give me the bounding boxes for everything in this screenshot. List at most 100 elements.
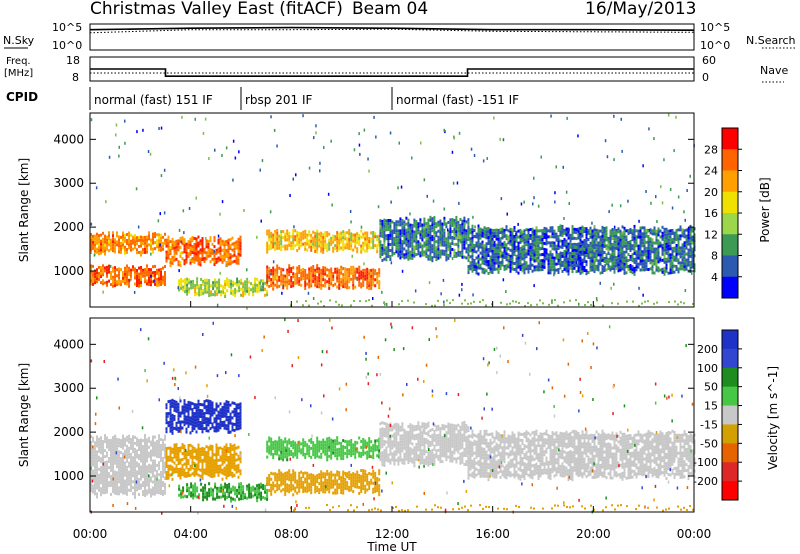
power-band-2-cell bbox=[217, 247, 220, 251]
power-band-6-cell bbox=[393, 237, 396, 240]
velocity-band-0-cell bbox=[160, 489, 162, 492]
velocity-band-1-cell bbox=[211, 472, 214, 476]
power-band-4-cell bbox=[344, 231, 347, 235]
power-band-1-cell bbox=[122, 279, 124, 283]
power-band-4-cell bbox=[366, 231, 369, 235]
power-band-0-cell bbox=[156, 233, 158, 237]
velocity-band-0-cell bbox=[164, 467, 166, 471]
power-band-7-cell bbox=[645, 261, 648, 265]
power-band-2-cell bbox=[199, 260, 202, 264]
velocity-band-0-cell bbox=[100, 493, 102, 497]
power-band-3-cell bbox=[238, 286, 241, 290]
power-band-5-cell bbox=[340, 265, 343, 269]
power-band-7-cell bbox=[637, 229, 640, 233]
velocity-band-0-cell bbox=[134, 495, 136, 499]
velocity-band-2-cell bbox=[187, 409, 190, 413]
power-band-7-cell bbox=[657, 251, 660, 255]
power-band-7-cell bbox=[497, 264, 500, 268]
velocity-band-0-cell bbox=[144, 470, 146, 473]
power-band-7-cell bbox=[483, 229, 486, 233]
power-band-5-cell bbox=[310, 272, 313, 276]
power-band-7-cell bbox=[673, 240, 676, 244]
velocity-band-0-cell bbox=[138, 466, 140, 469]
power-band-7-cell bbox=[495, 258, 498, 262]
velocity-band-2-cell bbox=[181, 426, 184, 430]
power-band-7-cell bbox=[579, 244, 582, 248]
power-band-7-cell bbox=[515, 260, 518, 264]
power-band-5-cell bbox=[340, 268, 343, 272]
power-band-6-cell bbox=[461, 249, 464, 253]
velocity-band-0-cell bbox=[114, 446, 116, 450]
power-band-4-cell bbox=[350, 238, 353, 242]
power-band-2-cell bbox=[195, 246, 198, 250]
velocity-band-2-cell bbox=[181, 411, 184, 415]
power-band-5-cell bbox=[296, 281, 299, 285]
power-band-3-cell bbox=[188, 290, 191, 294]
power-speckle bbox=[689, 174, 691, 178]
power-band-5-cell bbox=[330, 267, 333, 271]
velocity-band-0-cell bbox=[148, 445, 150, 449]
power-band-7-cell bbox=[531, 257, 534, 261]
velocity-band-2-cell bbox=[171, 416, 174, 420]
velocity-band-0-cell bbox=[148, 484, 150, 488]
power-band-7-cell bbox=[467, 235, 470, 239]
power-band-1-cell bbox=[92, 276, 94, 280]
power-colorbar-swatch bbox=[722, 128, 738, 150]
power-band-6-cell bbox=[425, 252, 428, 256]
power-band-7-cell bbox=[651, 250, 654, 254]
power-band-6-cell bbox=[407, 218, 410, 222]
velocity-band-2-cell bbox=[177, 420, 180, 424]
power-band-4-cell bbox=[294, 229, 297, 233]
velocity-band-1-cell bbox=[211, 451, 214, 455]
power-band-6-cell bbox=[405, 240, 408, 244]
velocity-band-0-cell bbox=[112, 487, 114, 491]
power-band-7-cell bbox=[505, 246, 508, 250]
velocity-band-1-cell bbox=[213, 453, 216, 457]
velocity-band-1-cell bbox=[227, 462, 230, 465]
power-band-1-cell bbox=[118, 279, 120, 283]
power-band-5-cell bbox=[324, 272, 327, 276]
power-ground-cell bbox=[509, 302, 511, 305]
power-band-6-cell bbox=[465, 238, 468, 242]
velocity-band-1-cell bbox=[165, 456, 168, 459]
velocity-band-1-cell bbox=[223, 466, 226, 470]
velocity-band-1-cell bbox=[173, 470, 176, 474]
power-band-7-cell bbox=[549, 235, 552, 239]
power-band-7-cell bbox=[635, 256, 638, 260]
power-band-6-cell bbox=[383, 257, 386, 261]
power-band-1-cell bbox=[122, 276, 124, 280]
power-speckle bbox=[349, 210, 352, 213]
power-speckle bbox=[551, 300, 553, 304]
power-band-5-cell bbox=[320, 280, 323, 284]
power-band-7-cell bbox=[533, 241, 536, 245]
power-band-7-cell bbox=[635, 265, 638, 269]
power-band-2-cell bbox=[213, 239, 216, 243]
power-band-2-cell bbox=[173, 240, 176, 244]
power-band-3-cell bbox=[204, 287, 207, 291]
power-band-7-cell bbox=[661, 270, 664, 274]
velocity-band-0-cell bbox=[114, 440, 116, 444]
power-band-7-cell bbox=[667, 244, 670, 248]
power-speckle bbox=[611, 203, 613, 207]
velocity-band-1-cell bbox=[175, 443, 178, 447]
velocity-band-1-cell bbox=[235, 470, 238, 474]
power-band-7-cell bbox=[613, 240, 616, 244]
power-band-5-cell bbox=[290, 270, 293, 273]
power-band-7-cell bbox=[503, 249, 506, 253]
power-band-7-cell bbox=[559, 233, 562, 237]
power-band-7-cell bbox=[595, 267, 598, 271]
power-band-2-cell bbox=[219, 243, 222, 247]
power-band-5-cell bbox=[284, 274, 287, 278]
power-band-7-cell bbox=[507, 241, 510, 245]
velocity-band-1-cell bbox=[225, 464, 228, 468]
power-band-7-cell bbox=[667, 238, 670, 242]
velocity-band-0-cell bbox=[128, 461, 130, 465]
power-band-7-cell bbox=[541, 244, 544, 247]
velocity-band-2-cell bbox=[177, 411, 180, 415]
velocity-band-0-cell bbox=[106, 442, 108, 446]
power-band-5-cell bbox=[372, 277, 375, 281]
velocity-band-0-cell bbox=[154, 486, 156, 490]
power-band-3-cell bbox=[206, 278, 209, 282]
power-band-5-cell bbox=[292, 272, 295, 276]
power-band-6-cell bbox=[393, 225, 396, 228]
